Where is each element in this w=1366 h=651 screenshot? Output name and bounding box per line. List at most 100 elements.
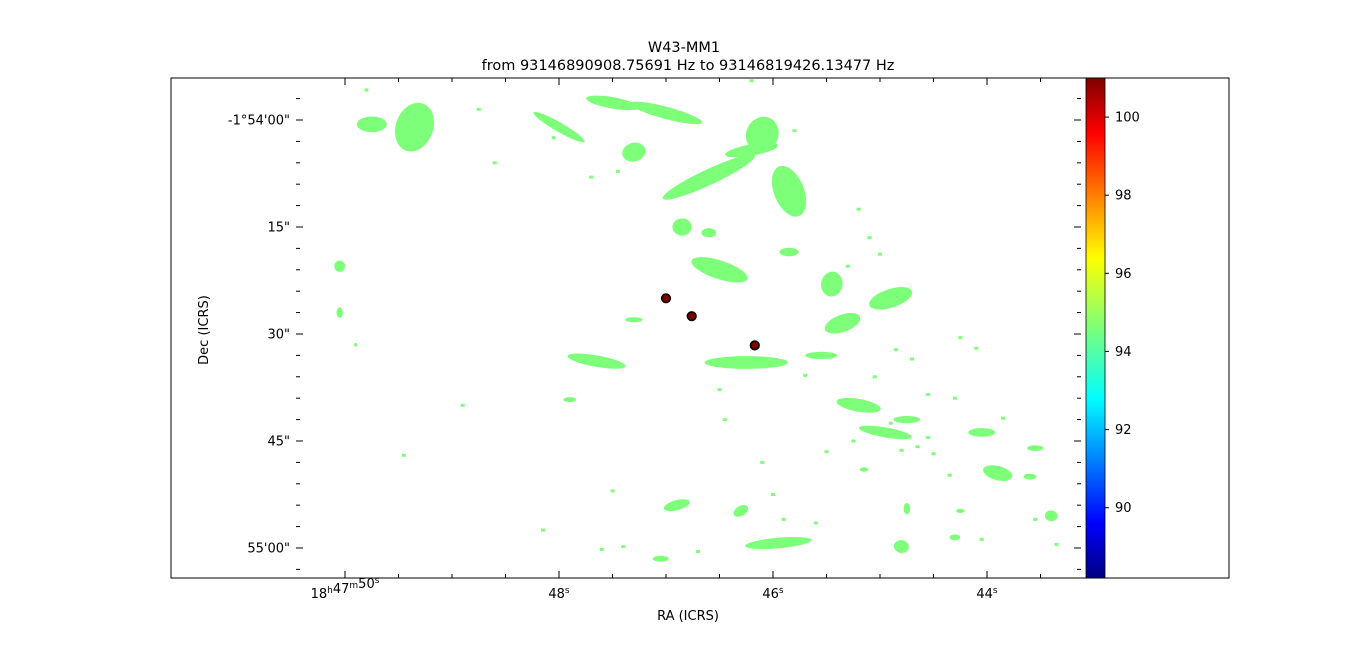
colorbar-tick-label: 90 bbox=[1115, 501, 1132, 516]
emission-blob bbox=[662, 154, 755, 200]
emission-blob bbox=[733, 505, 749, 517]
ra-tick-unit: h bbox=[327, 586, 333, 596]
emission-blob bbox=[956, 508, 965, 513]
emission-speckle bbox=[1033, 517, 1038, 521]
dec-tick-label: 15" bbox=[267, 221, 290, 236]
emission-speckle bbox=[915, 445, 920, 449]
emission-speckle bbox=[460, 403, 465, 407]
colorbar-tick-label: 94 bbox=[1115, 345, 1132, 360]
emission-blob bbox=[859, 467, 869, 472]
colorbar-ticks: 90 92 94 96 98 100 bbox=[1105, 111, 1140, 516]
emission-speckle bbox=[1001, 416, 1005, 420]
emission-blob bbox=[672, 218, 692, 236]
ra-tick-label: 48s bbox=[548, 586, 570, 602]
coordinate-ticks bbox=[296, 78, 1081, 578]
emission-blob bbox=[949, 534, 961, 541]
emission-blob bbox=[745, 536, 812, 550]
emission-speckle bbox=[824, 450, 829, 454]
emission-speckle bbox=[974, 346, 979, 350]
emission-speckle bbox=[926, 435, 931, 439]
emission-blob bbox=[563, 397, 577, 403]
emission-speckle bbox=[589, 175, 594, 179]
emission-blob bbox=[893, 416, 921, 424]
emission-blob bbox=[704, 356, 788, 369]
emission-speckle bbox=[781, 517, 786, 521]
emission-blob bbox=[836, 397, 881, 413]
ra-tick-unit: s bbox=[993, 586, 998, 596]
dec-tick-label: 45" bbox=[267, 435, 290, 450]
peak-marker bbox=[749, 340, 760, 351]
emission-blob bbox=[968, 428, 996, 437]
ra-tick-label: 46s bbox=[762, 586, 784, 602]
colorbar-tick-label: 100 bbox=[1115, 111, 1140, 126]
emission-blob bbox=[567, 353, 626, 369]
emission-blob bbox=[779, 247, 799, 257]
emission-blob bbox=[824, 312, 861, 334]
emission-speckle bbox=[599, 547, 604, 551]
ra-tick-unit: s bbox=[375, 576, 380, 586]
peak-markers bbox=[660, 293, 760, 351]
emission-blob bbox=[533, 111, 585, 143]
emission-speckle bbox=[952, 396, 957, 400]
emission-blob bbox=[983, 465, 1013, 481]
emission-blob bbox=[691, 257, 748, 283]
emission-blob bbox=[625, 317, 643, 323]
emission-speckle bbox=[926, 393, 931, 397]
ra-tick-value: 47 bbox=[333, 582, 350, 597]
emission-speckle bbox=[910, 357, 915, 361]
emission-speckle bbox=[551, 136, 556, 140]
emission-speckle bbox=[696, 550, 701, 553]
ra-tick-value: 48 bbox=[548, 587, 565, 602]
emission-blob bbox=[354, 342, 358, 347]
emission-speckle bbox=[476, 107, 481, 111]
emission-blob bbox=[1044, 510, 1058, 522]
emission-blob bbox=[821, 271, 843, 297]
emission-speckle bbox=[615, 169, 620, 173]
emission-blob bbox=[334, 260, 346, 272]
emission-speckle bbox=[792, 129, 797, 133]
peak-marker bbox=[660, 293, 672, 304]
emission-speckle bbox=[979, 537, 984, 541]
emission-speckle bbox=[803, 373, 808, 377]
x-axis-label: RA (ICRS) bbox=[657, 609, 719, 624]
peak-marker bbox=[686, 311, 697, 322]
emission-blob bbox=[629, 101, 703, 125]
emission-speckle bbox=[364, 88, 369, 92]
ra-tick-unit: s bbox=[565, 586, 570, 596]
colorbar-tick-label: 92 bbox=[1115, 423, 1132, 438]
emission-speckle bbox=[899, 448, 904, 452]
emission-speckle bbox=[771, 493, 775, 496]
ra-tick-label: 44s bbox=[976, 586, 998, 602]
emission-speckle bbox=[717, 388, 722, 392]
emission-blob bbox=[701, 228, 717, 238]
emission-blob bbox=[1027, 445, 1044, 451]
emission-blob bbox=[903, 503, 910, 515]
ra-tick-value: 50 bbox=[358, 577, 375, 592]
emission-speckle bbox=[845, 264, 850, 268]
emission-speckle bbox=[401, 453, 406, 457]
y-axis-label: Dec (ICRS) bbox=[197, 295, 212, 365]
ra-tick-value: 46 bbox=[762, 587, 779, 602]
emission-speckle bbox=[851, 439, 856, 443]
emission-blob bbox=[869, 287, 913, 310]
ra-tick-unit: m bbox=[349, 581, 358, 591]
emission-regions bbox=[334, 79, 1059, 562]
colorbar-tick-label: 98 bbox=[1115, 189, 1132, 204]
emission-blob bbox=[771, 165, 807, 217]
emission-blob bbox=[858, 425, 912, 440]
emission-speckle bbox=[931, 452, 936, 456]
dec-tick-label: 30" bbox=[267, 328, 290, 343]
emission-blob bbox=[586, 95, 639, 111]
emission-blob bbox=[652, 555, 669, 562]
emission-speckle bbox=[1054, 542, 1059, 546]
emission-speckle bbox=[541, 528, 545, 532]
dec-tick-labels: -1°54'00" 15" 30" 45" 55'00" bbox=[228, 114, 290, 557]
emission-speckle bbox=[947, 473, 952, 477]
emission-blob bbox=[336, 307, 343, 318]
emission-speckle bbox=[958, 336, 963, 340]
image-layer bbox=[334, 79, 1059, 562]
emission-speckle bbox=[856, 207, 861, 211]
emission-blob bbox=[893, 540, 909, 554]
